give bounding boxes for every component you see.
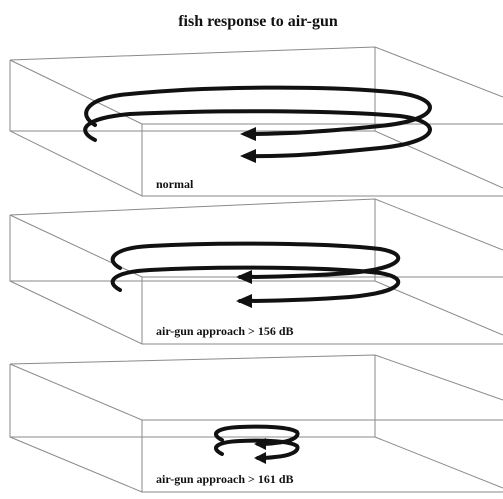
panel-normal: normal [9,46,503,197]
panel-156db: air-gun approach > 156 dB [9,198,503,345]
panel-161db: air-gun approach > 161 dB [9,354,503,493]
panel-label: air-gun approach > 161 dB [156,472,294,486]
tank-box [9,354,503,493]
fish-swim-path [110,241,401,308]
panel-label: air-gun approach > 156 dB [156,324,294,338]
diagram-title: fish response to air-gun [178,13,338,30]
fish-swim-path [83,85,432,163]
panel-label: normal [156,177,194,191]
tank-box [9,198,503,345]
tank-box [9,46,503,197]
fish-swim-path [214,424,300,464]
